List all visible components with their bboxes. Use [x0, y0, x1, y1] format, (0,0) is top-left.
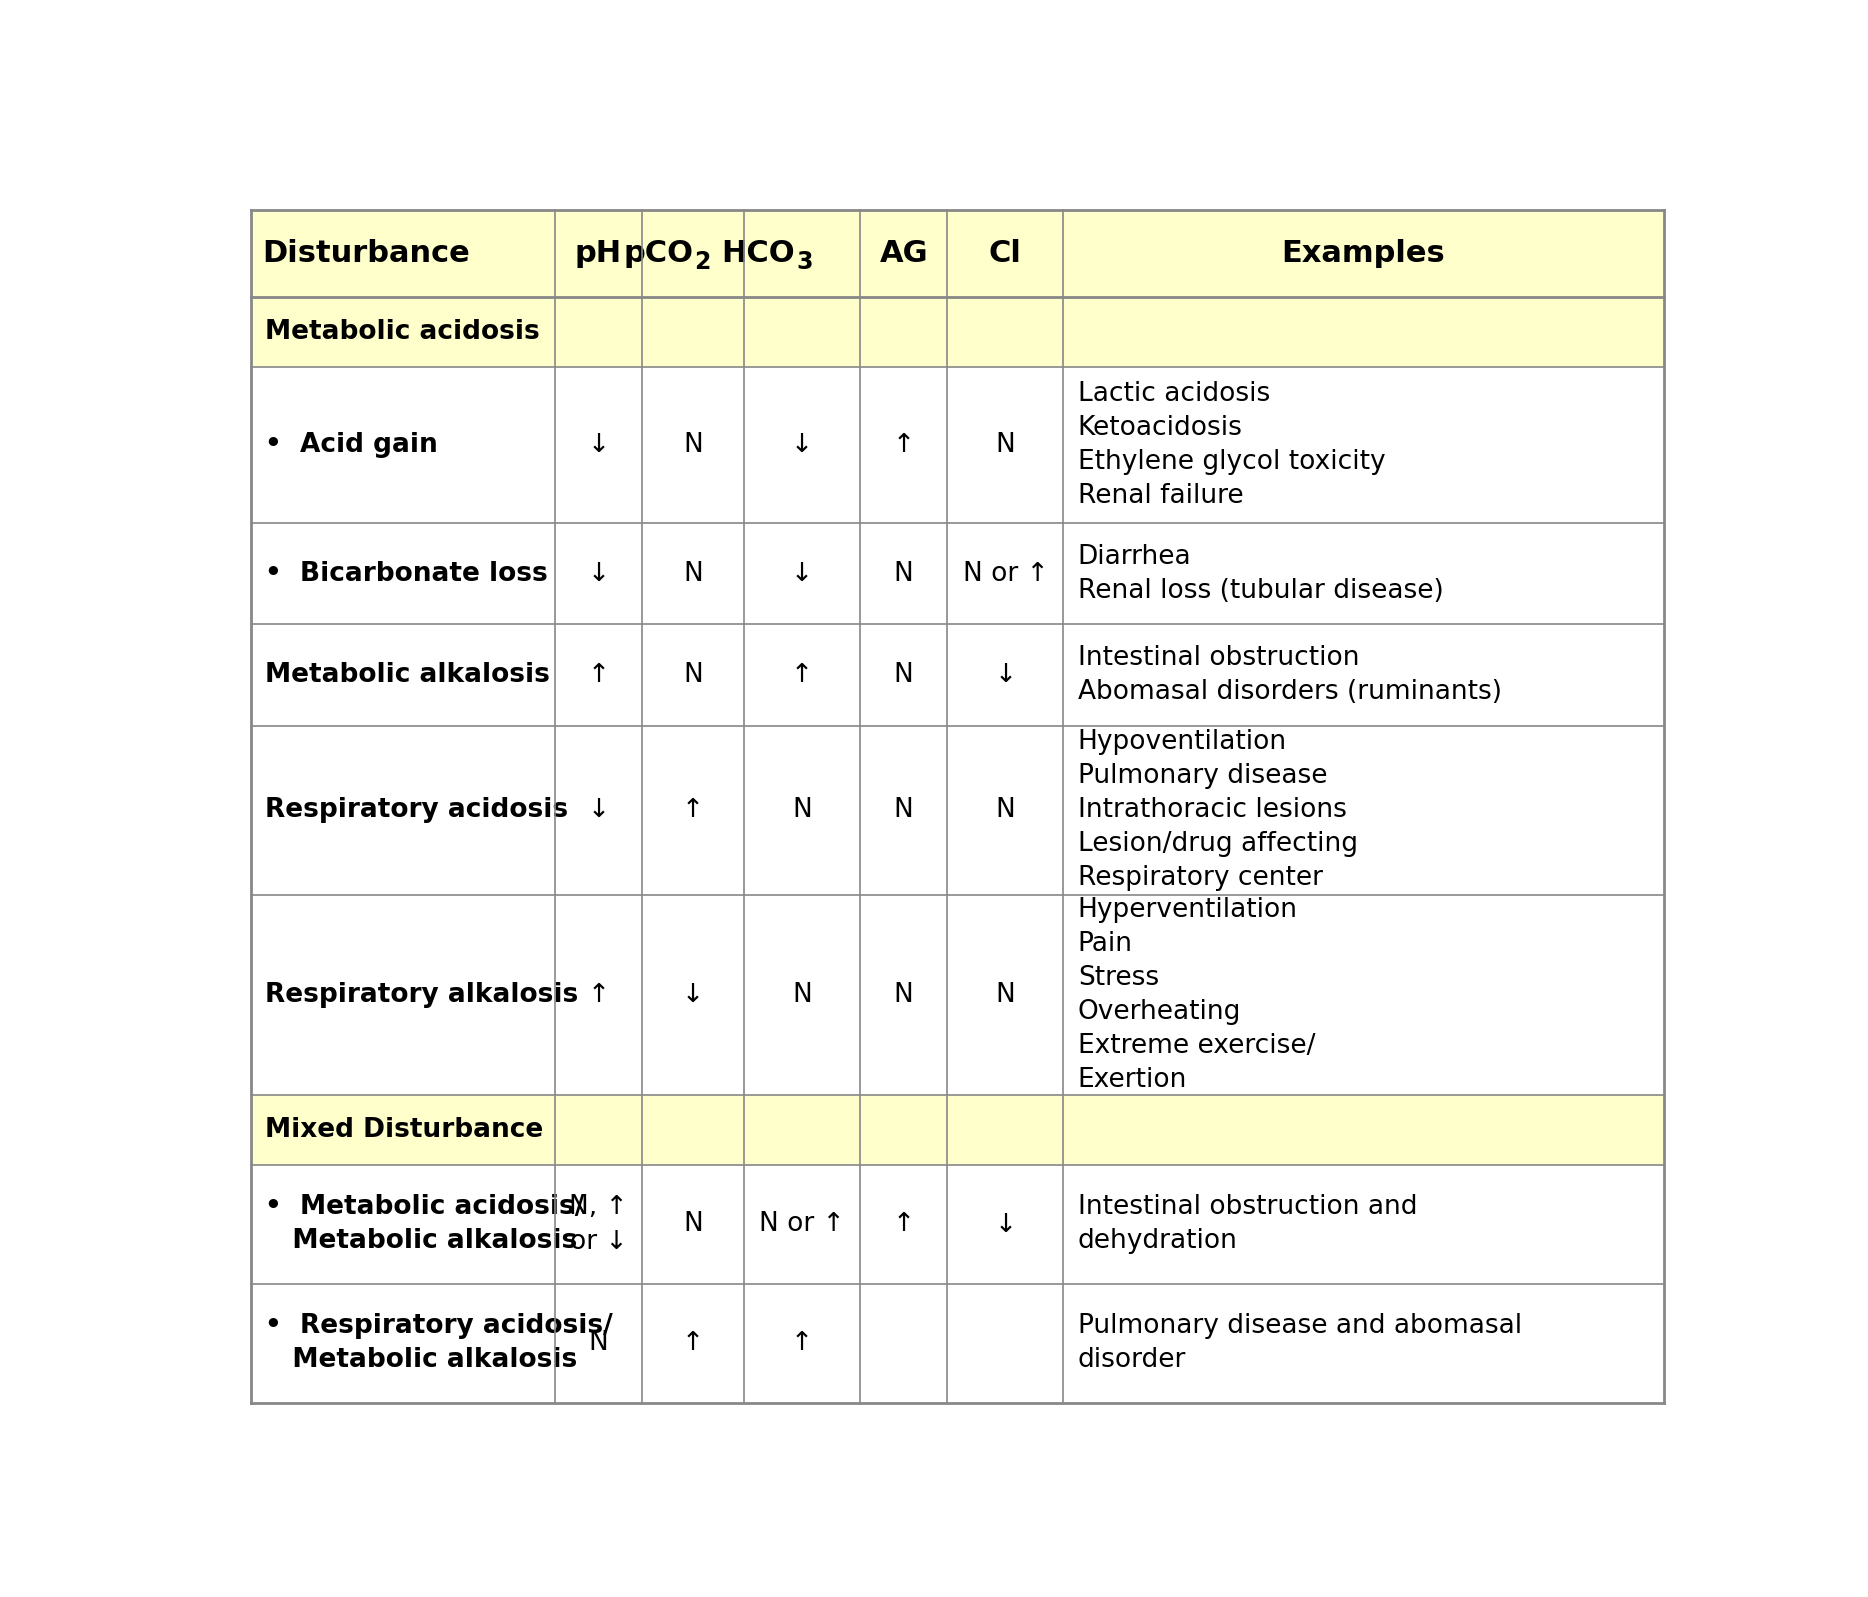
Bar — [250, 725, 1664, 894]
Text: Intestinal obstruction and
dehydration: Intestinal obstruction and dehydration — [1078, 1195, 1418, 1255]
Text: ↑: ↑ — [587, 663, 609, 688]
Text: Hypoventilation
Pulmonary disease
Intrathoracic lesions
Lesion/drug affecting
Re: Hypoventilation Pulmonary disease Intrat… — [1078, 730, 1358, 891]
Bar — [250, 894, 1664, 1094]
Text: ↓: ↓ — [587, 561, 609, 586]
Bar — [250, 1164, 1664, 1284]
Text: Lactic acidosis
Ketoacidosis
Ethylene glycol toxicity
Renal failure: Lactic acidosis Ketoacidosis Ethylene gl… — [1078, 382, 1386, 509]
Text: ↑: ↑ — [893, 433, 915, 458]
Text: pCO: pCO — [624, 240, 693, 268]
Text: Intestinal obstruction
Abomasal disorders (ruminants): Intestinal obstruction Abomasal disorder… — [1078, 645, 1502, 704]
Text: Hyperventilation
Pain
Stress
Overheating
Extreme exercise/
Exertion: Hyperventilation Pain Stress Overheating… — [1078, 896, 1315, 1092]
Text: N: N — [684, 561, 702, 586]
Text: Pulmonary disease and abomasal
disorder: Pulmonary disease and abomasal disorder — [1078, 1313, 1522, 1373]
Text: Metabolic alkalosis: Metabolic alkalosis — [265, 663, 551, 688]
Text: Cl: Cl — [988, 240, 1022, 268]
Text: N: N — [684, 433, 702, 458]
Text: ↓: ↓ — [682, 982, 704, 1008]
Text: ↑: ↑ — [893, 1212, 915, 1238]
Text: Respiratory acidosis: Respiratory acidosis — [265, 797, 568, 822]
Text: •  Bicarbonate loss: • Bicarbonate loss — [265, 561, 547, 586]
Text: •  Acid gain: • Acid gain — [265, 433, 439, 458]
Text: N: N — [792, 797, 813, 822]
Text: N, ↑
or ↓: N, ↑ or ↓ — [570, 1195, 628, 1255]
Text: N: N — [684, 1212, 702, 1238]
Text: N: N — [792, 982, 813, 1008]
Text: Examples: Examples — [1281, 240, 1446, 268]
Bar — [250, 624, 1664, 725]
Text: •  Metabolic acidosis/
   Metabolic alkalosis: • Metabolic acidosis/ Metabolic alkalosi… — [265, 1195, 585, 1255]
Text: N: N — [996, 433, 1016, 458]
Text: ↑: ↑ — [790, 663, 813, 688]
Text: 2: 2 — [695, 251, 712, 275]
Bar — [250, 1284, 1664, 1402]
Text: Metabolic acidosis: Metabolic acidosis — [265, 319, 540, 345]
Text: ↑: ↑ — [790, 1330, 813, 1356]
Bar — [250, 211, 1664, 297]
Text: ↑: ↑ — [682, 1330, 704, 1356]
Text: HCO: HCO — [721, 240, 794, 268]
Text: ↓: ↓ — [587, 797, 609, 822]
Text: ↑: ↑ — [682, 797, 704, 822]
Text: ↓: ↓ — [994, 663, 1016, 688]
Bar — [250, 367, 1664, 522]
Text: •  Respiratory acidosis/
   Metabolic alkalosis: • Respiratory acidosis/ Metabolic alkalo… — [265, 1313, 613, 1373]
Text: N: N — [893, 982, 913, 1008]
Bar — [250, 1094, 1664, 1164]
Text: N or ↑: N or ↑ — [962, 561, 1048, 586]
Text: N: N — [684, 663, 702, 688]
Text: Diarrhea
Renal loss (tubular disease): Diarrhea Renal loss (tubular disease) — [1078, 543, 1444, 604]
Text: N: N — [893, 797, 913, 822]
Text: ↓: ↓ — [994, 1212, 1016, 1238]
Text: N: N — [893, 663, 913, 688]
Text: N: N — [588, 1330, 609, 1356]
Text: AG: AG — [880, 240, 928, 268]
Text: N: N — [996, 982, 1016, 1008]
Text: ↓: ↓ — [587, 433, 609, 458]
Text: Disturbance: Disturbance — [262, 240, 471, 268]
Text: Respiratory alkalosis: Respiratory alkalosis — [265, 982, 579, 1008]
Text: 3: 3 — [796, 251, 813, 275]
Text: Mixed Disturbance: Mixed Disturbance — [265, 1116, 544, 1143]
Text: N or ↑: N or ↑ — [758, 1212, 844, 1238]
Text: N: N — [996, 797, 1016, 822]
Bar — [250, 522, 1664, 624]
Text: N: N — [893, 561, 913, 586]
Text: pH: pH — [575, 240, 622, 268]
Bar — [250, 297, 1664, 367]
Text: ↑: ↑ — [587, 982, 609, 1008]
Text: ↓: ↓ — [790, 561, 813, 586]
Text: ↓: ↓ — [790, 433, 813, 458]
